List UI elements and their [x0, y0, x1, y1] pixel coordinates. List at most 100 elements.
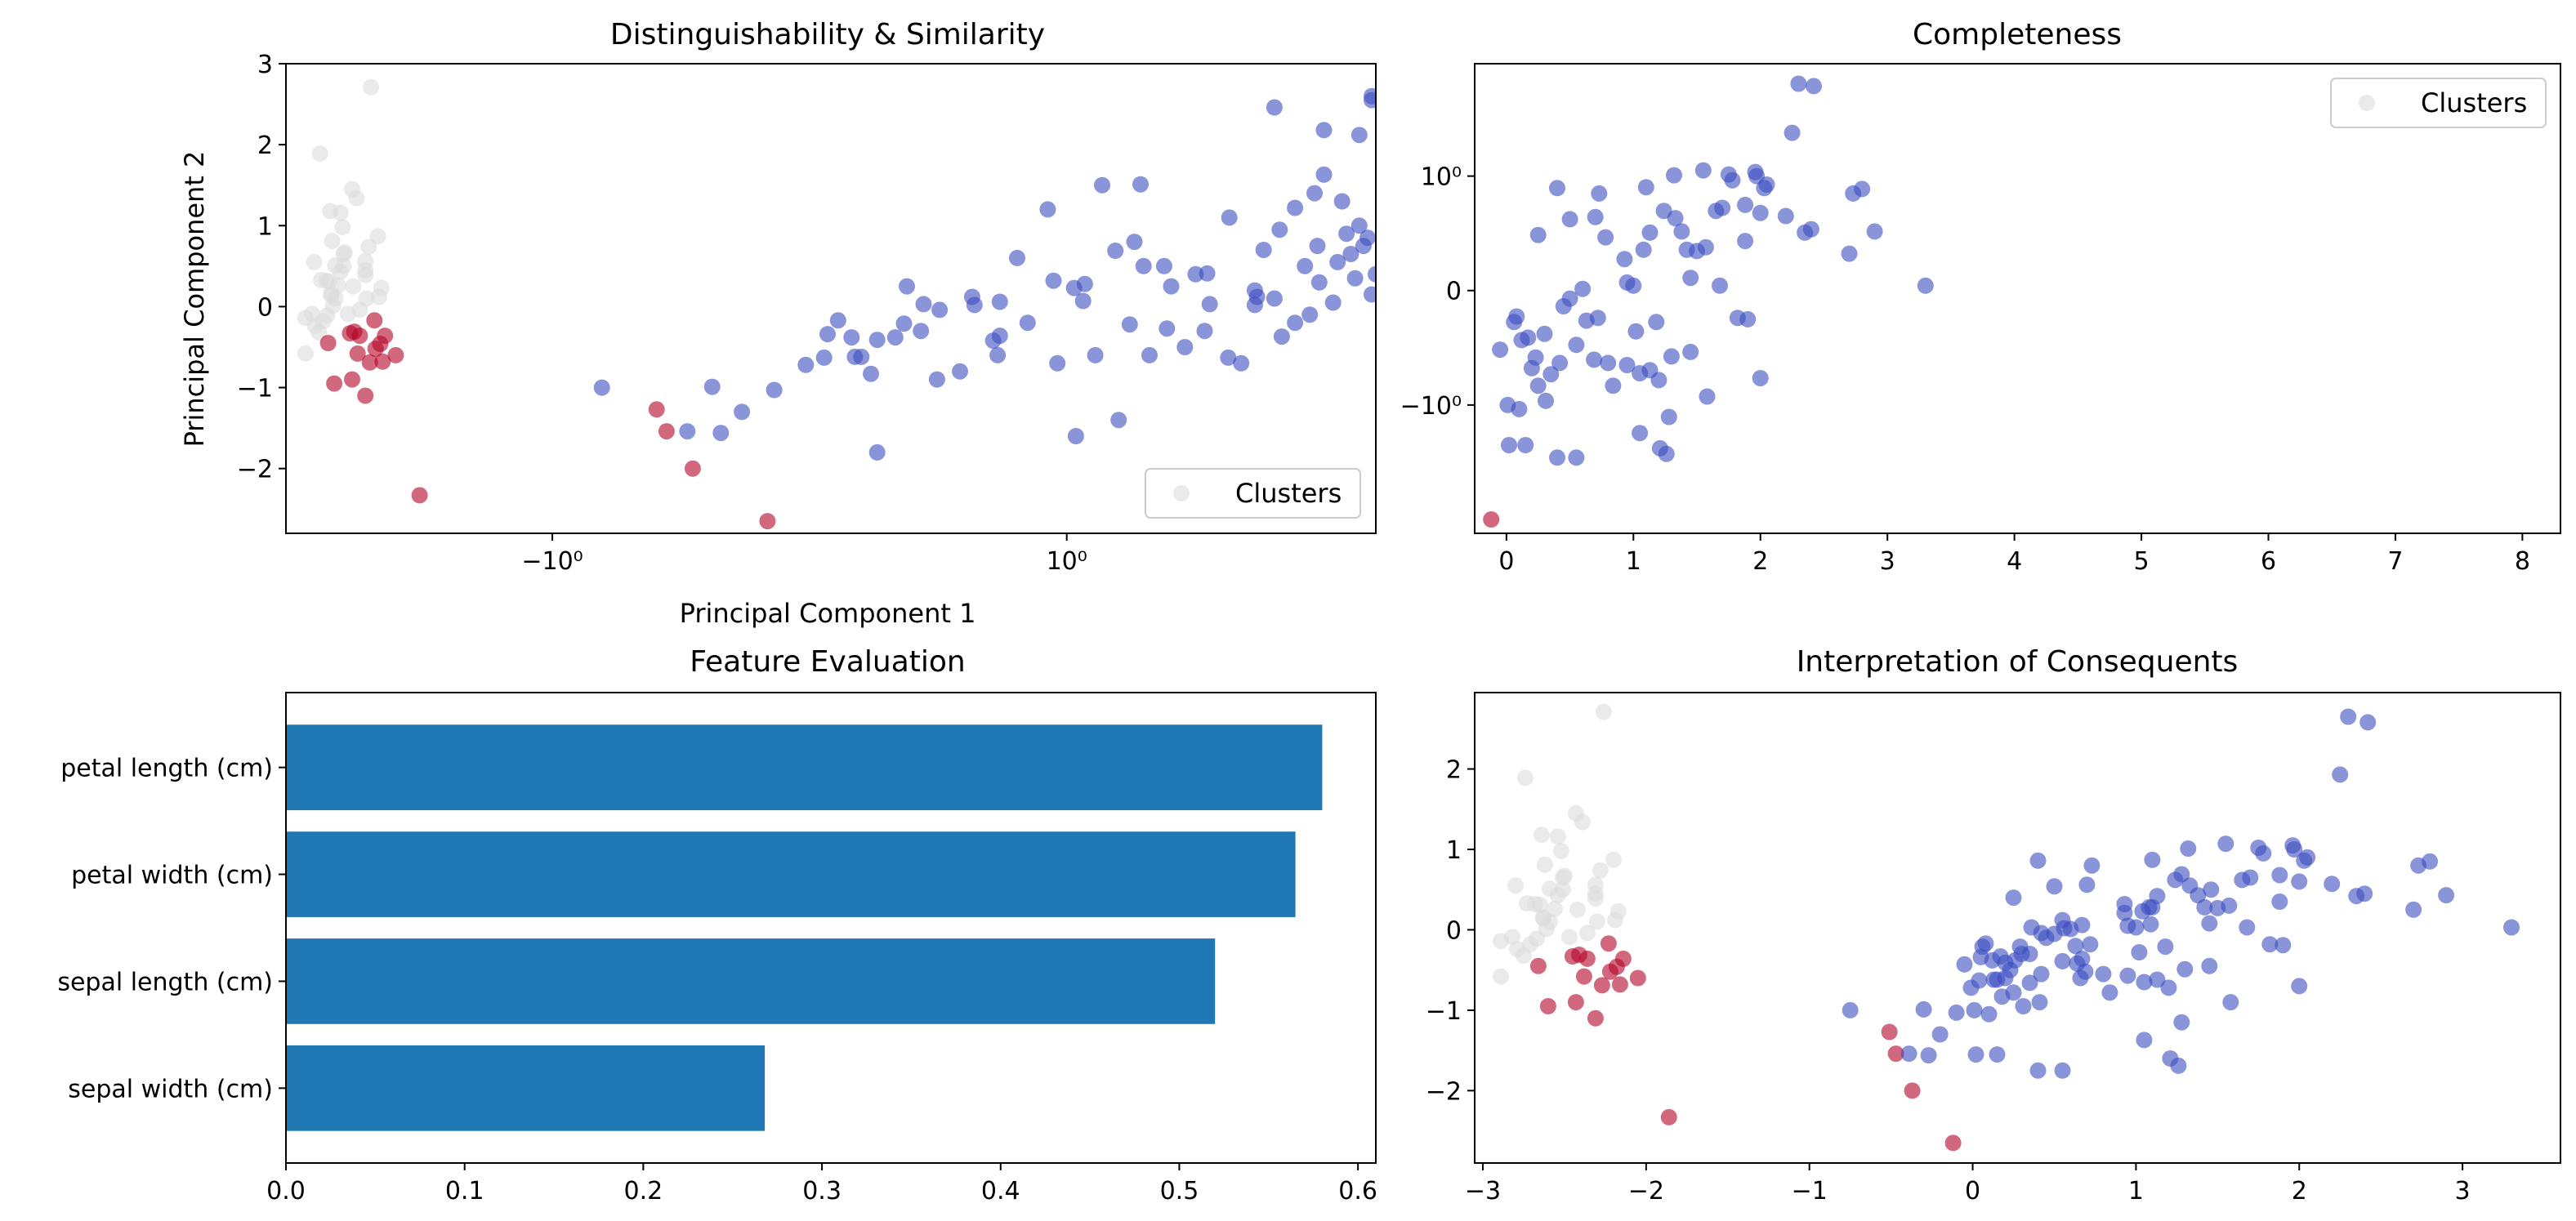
point-cluster-grey [1541, 913, 1558, 930]
point-cluster-blue [899, 278, 915, 295]
point-cluster-blue [2217, 836, 2234, 853]
point-cluster-blue [1948, 1004, 1965, 1021]
point-cluster-blue [2299, 849, 2316, 866]
point-cluster-red [1881, 1023, 1898, 1041]
x-tick-label: 8 [2515, 547, 2530, 576]
point-cluster-red [1944, 1134, 1962, 1152]
point-cluster-blue [1187, 265, 1204, 283]
point-cluster-blue [2438, 887, 2455, 904]
point-cluster-grey [327, 290, 344, 307]
point-cluster-grey [1507, 877, 1524, 894]
point-cluster-blue [1568, 449, 1585, 466]
point-cluster-red [357, 387, 374, 404]
point-cluster-blue [1724, 172, 1741, 189]
point-cluster-blue [952, 363, 968, 380]
legend-label: Clusters [2421, 87, 2527, 118]
y-tick-label: 1 [257, 212, 273, 241]
x-tick-label: 2 [2292, 1177, 2307, 1205]
point-cluster-blue [1297, 257, 1314, 274]
point-cluster-blue [1368, 265, 1376, 283]
point-cluster-blue [1974, 938, 1991, 956]
point-cluster-blue [991, 328, 1008, 345]
point-cluster-blue [712, 425, 730, 442]
point-cluster-blue [1523, 359, 1540, 377]
point-cluster-blue [1333, 193, 1351, 210]
point-cluster-grey [1493, 968, 1509, 985]
panel-feature-evaluation: Feature Evaluation petal length (cm)peta… [57, 645, 1377, 1205]
x-tick-label: 0 [1498, 547, 1514, 576]
point-cluster-blue [1499, 396, 1516, 413]
axes-frame [1474, 63, 2561, 534]
point-cluster-blue [1196, 323, 1213, 340]
point-cluster-blue [1199, 265, 1216, 282]
point-cluster-blue [1699, 388, 1716, 405]
point-cluster-blue [2031, 994, 2048, 1011]
point-cluster-grey [1549, 828, 1566, 845]
point-cluster-blue [1561, 211, 1578, 228]
point-cluster-blue [2340, 708, 2357, 725]
y-tick-label: 0 [257, 293, 273, 322]
point-cluster-blue [1315, 122, 1333, 139]
point-cluster-grey [324, 233, 341, 250]
point-cluster-grey [1533, 827, 1550, 844]
point-cluster-blue [1673, 223, 1690, 240]
point-cluster-blue [766, 381, 783, 399]
x-tick-label: −10⁰ [521, 547, 583, 576]
point-cluster-blue [1842, 1001, 1859, 1018]
point-cluster-blue [1931, 1026, 1949, 1043]
point-cluster-grey [1536, 856, 1553, 873]
point-cluster-blue [1758, 176, 1775, 193]
point-cluster-blue [2275, 937, 2292, 954]
point-cluster-blue [2332, 766, 2349, 783]
point-cluster-blue [1682, 270, 1699, 287]
point-cluster-blue [2203, 881, 2220, 898]
point-cluster-blue [2167, 871, 2184, 889]
point-cluster-blue [1549, 449, 1565, 466]
point-cluster-blue [1549, 180, 1565, 197]
point-layer [1483, 75, 1934, 528]
legend-marker [2359, 95, 2375, 111]
point-cluster-red [658, 423, 675, 440]
x-tick-label: 0.1 [445, 1177, 484, 1205]
point-cluster-blue [1306, 185, 1323, 202]
point-cluster-blue [1301, 306, 1319, 323]
point-cluster-blue [2062, 920, 2079, 938]
point-cluster-blue [1126, 234, 1143, 251]
point-cluster-blue [703, 378, 721, 395]
point-cluster-blue [1997, 969, 2014, 987]
point-cluster-red [1608, 958, 1625, 975]
x-tick-label: 0.2 [624, 1177, 663, 1205]
point-cluster-grey [1531, 896, 1548, 913]
y-tick-label: 2 [257, 131, 273, 160]
point-cluster-blue [679, 423, 696, 440]
point-cluster-blue [863, 365, 879, 382]
point-cluster-blue [1854, 180, 1871, 198]
point-cluster-blue [1094, 176, 1110, 194]
point-cluster-grey [360, 238, 377, 256]
panel-title: Completeness [1913, 18, 2122, 51]
point-cluster-blue [1737, 233, 1754, 250]
point-cluster-blue [1155, 257, 1172, 274]
point-cluster-blue [846, 348, 864, 365]
point-cluster-grey [339, 305, 356, 323]
point-cluster-red [684, 460, 701, 477]
legend-label: Clusters [1235, 478, 1342, 509]
point-cluster-blue [2291, 873, 2308, 890]
point-cluster-blue [1752, 204, 1769, 221]
y-tick-label: 3 [257, 51, 273, 79]
point-cluster-blue [1310, 274, 1328, 291]
point-cluster-grey [335, 257, 352, 274]
y-tick-label: −1 [237, 375, 273, 403]
x-tick-label: 6 [2261, 547, 2276, 576]
point-cluster-blue [1159, 320, 1176, 337]
point-cluster-blue [2221, 897, 2238, 914]
point-cluster-blue [1271, 221, 1288, 238]
point-cluster-blue [2095, 965, 2112, 983]
point-cluster-blue [1121, 316, 1138, 333]
point-cluster-blue [797, 356, 815, 373]
panel-interpretation: Interpretation of Consequents −3 −2 −1 0 1 2 3… [1426, 645, 2561, 1205]
point-cluster-grey [1605, 851, 1622, 868]
point-cluster-grey [344, 180, 360, 198]
panel-completeness: Completeness 0 1 2 3 4 5 6 7 8 −10⁰ 0 10⁰ Clusters [1400, 18, 2561, 576]
